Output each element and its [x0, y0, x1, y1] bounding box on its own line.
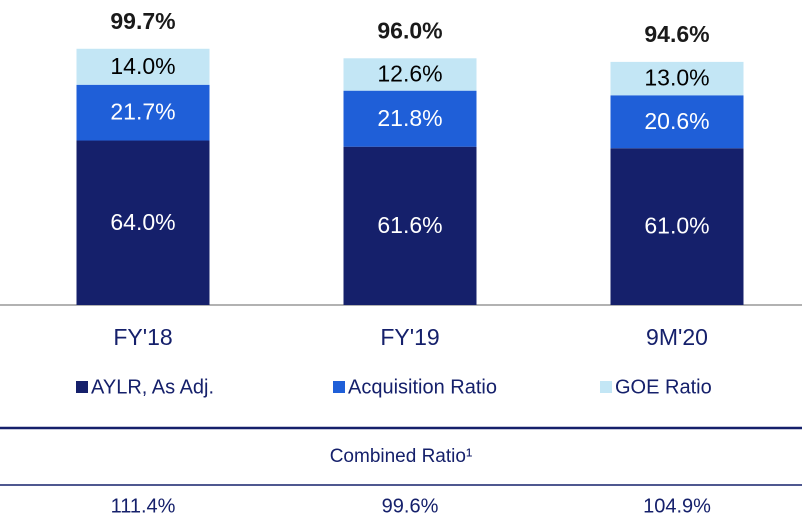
- bar-segment: [610, 61, 744, 96]
- table-cell: 104.9%: [643, 495, 711, 517]
- value-label: 14.0%: [110, 53, 175, 79]
- legend-swatch: [76, 381, 88, 393]
- bar-segment: [343, 146, 477, 305]
- x-tick-label: FY'19: [380, 324, 439, 350]
- value-label: 20.6%: [644, 108, 709, 134]
- x-tick-label: 9M'20: [646, 324, 708, 350]
- bar-segment: [343, 90, 477, 147]
- value-label: 21.7%: [110, 99, 175, 125]
- total-label: 99.7%: [110, 8, 175, 34]
- total-label: 96.0%: [377, 17, 442, 43]
- value-label: 13.0%: [644, 65, 709, 91]
- bar-segment: [610, 95, 744, 149]
- x-tick-label: FY'18: [113, 324, 172, 350]
- table-cell: 111.4%: [111, 495, 176, 517]
- total-label: 94.6%: [644, 21, 709, 47]
- legend-label: AYLR, As Adj.: [91, 376, 214, 398]
- value-label: 21.8%: [377, 105, 442, 131]
- value-label: 12.6%: [377, 61, 442, 87]
- value-label: 61.0%: [644, 213, 709, 239]
- legend-swatch: [600, 381, 612, 393]
- bar-segment: [610, 148, 744, 305]
- table-header: Combined Ratio¹: [330, 446, 473, 467]
- bar-segment: [343, 58, 477, 91]
- value-label: 61.6%: [377, 212, 442, 238]
- bar-segment: [76, 84, 210, 141]
- bar-segment: [76, 140, 210, 305]
- table-cell: 99.6%: [382, 495, 439, 517]
- legend-swatch: [333, 381, 345, 393]
- legend-label: Acquisition Ratio: [348, 376, 497, 398]
- legend-label: GOE Ratio: [615, 376, 712, 398]
- value-label: 64.0%: [110, 209, 175, 235]
- bar-segment: [76, 48, 210, 85]
